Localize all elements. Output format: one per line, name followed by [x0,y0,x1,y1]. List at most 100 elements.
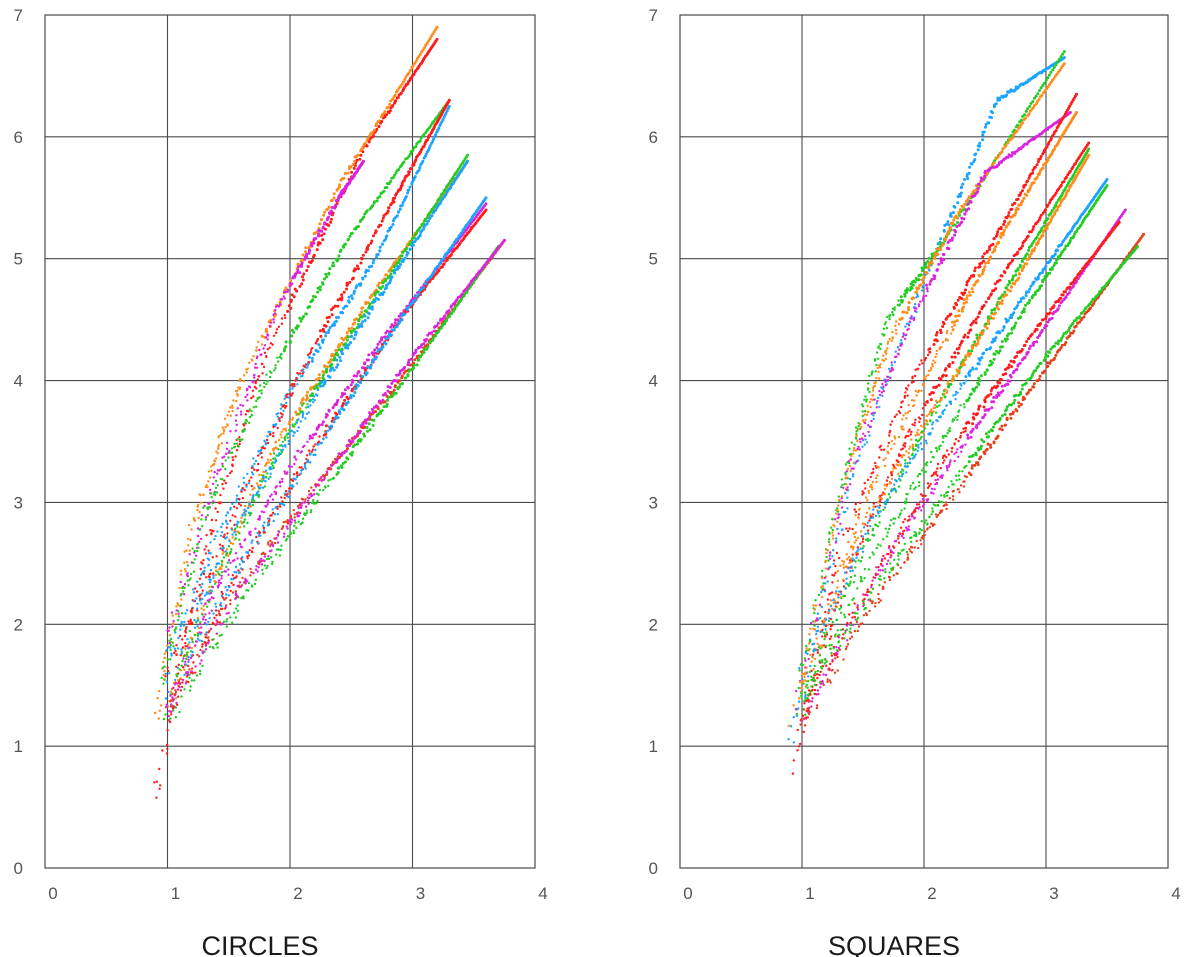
data-point [309,452,312,456]
data-point [167,719,170,722]
data-point [303,444,306,447]
data-point [270,556,273,559]
data-point [269,453,273,456]
data-point [359,261,363,265]
data-point [314,448,317,452]
data-point [368,302,372,306]
data-point [875,480,878,484]
data-point [905,417,908,420]
data-point [317,373,321,377]
data-point [813,608,817,611]
data-point [343,460,347,464]
data-point [369,366,373,370]
data-point [898,348,901,351]
data-point [837,556,841,560]
data-point [212,529,215,533]
data-point [232,458,235,462]
data-point [214,573,218,576]
data-point [366,365,370,369]
data-point [890,339,893,342]
data-point [881,394,884,397]
data-series [165,104,451,657]
data-point [201,598,204,601]
data-point [917,278,921,282]
data-point [330,217,333,221]
data-point [397,258,401,262]
data-point [324,432,328,436]
data-point [256,340,260,344]
data-point [187,524,191,527]
data-point [163,678,166,681]
data-point [949,312,953,316]
data-point [194,554,198,557]
data-point [952,211,955,214]
data-point [249,567,252,571]
data-point [229,406,232,409]
data-point [229,599,232,602]
data-point [924,356,928,360]
data-point [393,264,397,268]
data-point [374,404,378,408]
data-point [295,376,298,380]
data-point [339,248,343,252]
data-point [283,297,286,300]
data-point [219,581,223,585]
data-point [841,500,844,503]
data-point [290,293,294,297]
data-point [265,383,268,386]
data-point [378,340,382,344]
data-point [932,256,936,260]
data-point [845,483,848,486]
data-point [316,441,320,444]
data-point [222,432,225,435]
data-point [832,562,835,566]
data-point [375,122,378,126]
data-point [260,557,263,560]
data-point [263,531,266,534]
data-point [870,485,874,489]
data-point [218,573,221,576]
data-point [856,447,859,451]
data-point [325,431,328,434]
data-point [870,483,873,486]
data-point [1013,201,1017,205]
data-point [202,506,205,509]
data-point [320,380,324,384]
data-point [429,34,433,38]
data-point [407,188,411,192]
data-point [309,300,313,304]
data-point [308,449,311,452]
data-point [915,307,918,310]
data-point [208,645,212,648]
data-point [189,618,192,621]
data-point [250,512,253,515]
data-point [888,429,892,433]
data-point [265,463,268,466]
data-point [818,603,822,606]
data-point [175,682,179,685]
data-point [361,320,365,324]
data-point [852,447,856,450]
data-point [292,477,295,480]
data-point [353,159,357,163]
data-point [327,205,331,209]
data-point [182,624,186,627]
data-point [904,325,907,328]
data-point [853,508,856,511]
data-point [401,382,404,385]
data-point [921,362,924,365]
data-point [335,358,339,362]
data-point [851,473,855,476]
data-point [392,388,396,392]
data-point [272,519,275,523]
data-point [225,441,229,445]
data-point [245,483,248,486]
data-point [897,322,901,326]
data-point [304,250,307,254]
data-point [234,533,238,536]
data-point [353,391,357,394]
data-point [224,596,228,600]
data-point [269,318,273,322]
data-point [939,237,943,241]
data-point [295,526,298,530]
